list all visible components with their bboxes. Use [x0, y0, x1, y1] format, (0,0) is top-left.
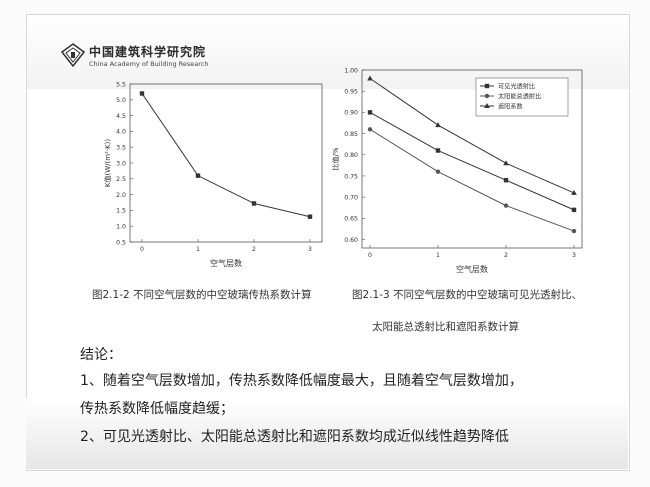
org-name-cn: 中国建筑科学研究院 [89, 45, 207, 59]
conclusion-line-1: 1、随着空气层数增加，传热系数降低幅度最大，且随着空气层数增加， [80, 373, 523, 389]
legend-marker-1 [484, 93, 490, 99]
caption-right-line1: 图2.1-3 不同空气层数的中空玻璃可见光透射比、 [352, 289, 583, 301]
y-axis-label: 比值/% [331, 147, 340, 170]
conclusion-title: 结论： [80, 347, 122, 363]
caption-right-line2: 太阳能总透射比和遮阳系数计算 [372, 321, 519, 333]
caption-left: 图2.1-2 不同空气层数的中空玻璃传热系数计算 [92, 289, 312, 301]
data-point-s0-1 [195, 173, 201, 178]
data-point-s0-3 [571, 207, 577, 213]
y-tick-label: 0.75 [344, 173, 358, 180]
legend-marker-2 [484, 103, 490, 108]
data-point-s0-0 [367, 110, 373, 115]
y-tick-label: 0.95 [344, 88, 358, 95]
x-axis-label: 空气层数 [210, 258, 242, 268]
bottom-shade [26, 398, 628, 469]
y-tick-label: 0.5 [116, 239, 126, 246]
y-tick-label: 3.5 [116, 145, 126, 152]
x-tick-label: 2 [252, 246, 256, 253]
y-tick-label: 0.80 [344, 152, 358, 159]
x-tick-label: 3 [308, 246, 312, 253]
x-axis-label: 空气层数 [456, 264, 488, 274]
org-name-en: China Academy of Building Research [89, 60, 209, 68]
legend-label-2: 遮阳系数 [498, 102, 524, 110]
x-tick-label: 1 [436, 252, 440, 259]
data-point-s0-0 [139, 91, 145, 96]
y-tick-label: 2.5 [116, 176, 126, 183]
y-tick-label: 2.0 [116, 192, 126, 199]
x-tick-label: 0 [368, 252, 372, 259]
y-tick-label: 5.0 [116, 97, 126, 104]
y-axis-label: K值(W/(m²·K)) [103, 139, 112, 188]
y-tick-label: 0.90 [344, 110, 358, 117]
y-tick-label: 1.00 [344, 67, 358, 74]
data-point-s1-3 [571, 228, 577, 234]
x-tick-label: 3 [572, 252, 576, 259]
y-tick-label: 5.5 [116, 81, 126, 88]
series-line-0 [369, 111, 575, 211]
conclusion-line-2: 传热系数降低幅度趋缓； [80, 401, 234, 417]
data-point-s2-0 [367, 75, 373, 81]
series-line-0 [141, 93, 311, 218]
data-point-s2-1 [435, 122, 441, 128]
x-tick-label: 1 [196, 246, 200, 253]
y-tick-label: 1.5 [116, 208, 126, 215]
y-tick-label: 0.65 [344, 216, 358, 223]
y-tick-label: 4.0 [116, 129, 126, 136]
header-band [27, 15, 629, 89]
conclusion-line-3: 2、可见光透射比、太阳能总透射比和遮阳系数均成近似线性趋势降低 [80, 429, 509, 445]
plot-frame [361, 69, 583, 249]
legend-label-0: 可见光透射比 [498, 82, 535, 90]
transmittance-chart: 0.60 0.65 0.70 0.75 0.80 0.85 0.90 0.95 1.00 0 1 2 3… [331, 67, 583, 274]
y-tick-label: 3.0 [116, 160, 126, 167]
data-point-s1-2 [503, 203, 509, 208]
heat-transfer-chart: 0.5 1.0 1.5 2.0 2.5 3.0 3.5 4.0 4.5 5.0 5.5 0 1 2 3 空气层… [103, 81, 323, 268]
cabr-logo-icon [61, 43, 85, 67]
series-line-2 [369, 78, 575, 194]
y-tick-label: 0.60 [344, 237, 358, 244]
data-point-s1-0 [367, 127, 373, 132]
legend-box [475, 77, 569, 117]
data-point-s0-1 [435, 148, 441, 153]
data-point-s0-2 [503, 177, 509, 183]
data-point-s2-3 [571, 189, 577, 195]
y-tick-label: 0.70 [344, 194, 358, 201]
data-point-s0-3 [307, 214, 313, 219]
legend-marker-0 [484, 83, 490, 89]
data-point-s2-2 [503, 160, 509, 166]
x-tick-label: 2 [504, 252, 508, 259]
y-tick-label: 1.0 [116, 224, 126, 231]
series-line-1 [369, 128, 575, 232]
data-point-s1-1 [435, 169, 441, 174]
plot-frame [129, 83, 323, 243]
legend-label-1: 太阳能总透射比 [498, 92, 541, 100]
y-tick-label: 4.5 [116, 113, 126, 120]
y-tick-label: 0.85 [344, 131, 358, 138]
data-point-s0-2 [251, 201, 257, 206]
x-tick-label: 0 [140, 246, 144, 253]
